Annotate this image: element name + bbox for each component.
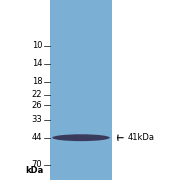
Text: 10: 10 — [32, 41, 42, 50]
Text: 44: 44 — [32, 133, 42, 142]
Text: 33: 33 — [31, 115, 42, 124]
Bar — [50, 0, 112, 180]
Text: 14: 14 — [32, 59, 42, 68]
Text: 26: 26 — [32, 101, 42, 110]
Text: 22: 22 — [32, 90, 42, 99]
Text: 41kDa: 41kDa — [128, 133, 155, 142]
Ellipse shape — [52, 134, 110, 141]
Text: kDa: kDa — [25, 166, 43, 175]
Text: 70: 70 — [32, 160, 42, 169]
Text: 18: 18 — [32, 77, 42, 86]
